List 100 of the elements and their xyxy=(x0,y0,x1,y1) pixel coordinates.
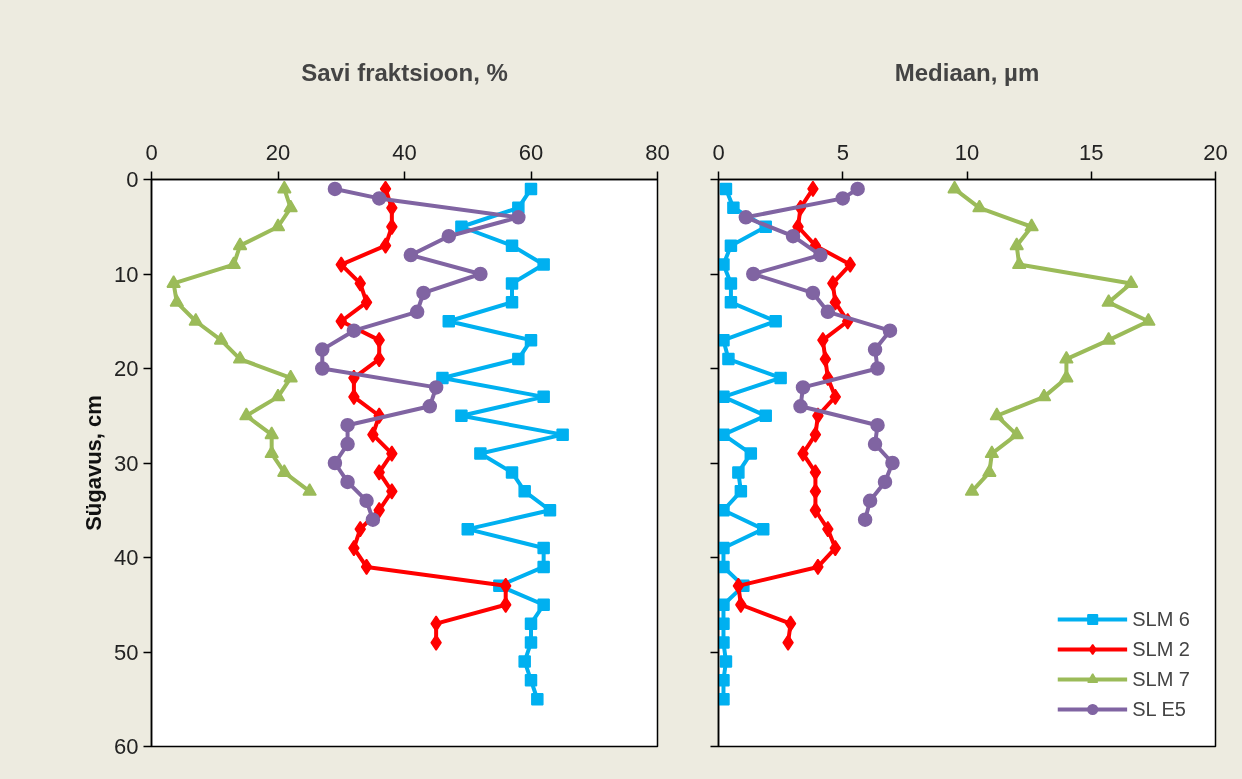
point xyxy=(499,596,512,613)
point xyxy=(416,285,431,301)
point xyxy=(759,409,772,422)
point xyxy=(499,577,512,595)
point xyxy=(867,436,883,452)
point xyxy=(718,504,730,517)
point xyxy=(524,617,538,630)
point xyxy=(719,182,733,196)
point xyxy=(531,693,544,706)
point xyxy=(512,352,525,366)
point xyxy=(359,493,374,509)
point xyxy=(850,181,865,197)
point xyxy=(782,634,794,651)
y-tick-label: 10 xyxy=(114,261,139,287)
chart-title: Mediaan, µm xyxy=(894,58,1040,86)
point xyxy=(982,464,997,477)
y-tick-label: 60 xyxy=(114,734,139,759)
x-tick-label: 15 xyxy=(1079,139,1104,165)
point xyxy=(813,247,828,263)
point xyxy=(718,636,730,649)
point xyxy=(718,428,730,441)
point xyxy=(537,598,550,611)
point xyxy=(430,615,442,632)
y-axis-title: Sügavus, cm xyxy=(81,395,107,531)
point xyxy=(867,342,883,357)
point xyxy=(340,436,355,452)
point xyxy=(386,445,398,462)
point xyxy=(756,522,770,536)
x-tick-label: 20 xyxy=(1203,139,1228,165)
point xyxy=(774,371,787,385)
point xyxy=(718,674,730,687)
point xyxy=(877,474,893,490)
point xyxy=(283,199,298,213)
point xyxy=(732,466,745,479)
point xyxy=(379,237,392,254)
point xyxy=(455,409,468,422)
x-tick-label: 10 xyxy=(954,139,980,165)
point xyxy=(441,228,457,244)
point xyxy=(270,388,286,402)
point xyxy=(732,577,745,595)
point xyxy=(461,522,474,536)
point xyxy=(738,210,754,225)
point xyxy=(718,617,730,630)
point xyxy=(232,237,248,251)
point xyxy=(1059,350,1074,364)
point xyxy=(1036,388,1052,402)
point xyxy=(827,275,839,292)
point xyxy=(166,275,181,288)
point xyxy=(795,380,811,395)
point xyxy=(302,483,317,496)
point xyxy=(373,502,385,519)
point xyxy=(379,180,392,198)
point xyxy=(543,504,557,517)
point xyxy=(989,407,1005,421)
y-tick-label: 30 xyxy=(114,450,139,476)
point xyxy=(340,417,355,433)
point xyxy=(327,455,343,471)
point xyxy=(327,181,343,197)
point xyxy=(277,180,292,194)
point xyxy=(805,285,821,301)
point xyxy=(524,333,538,347)
legend-label: SLM 7 xyxy=(1132,667,1190,691)
point xyxy=(718,598,730,611)
point xyxy=(809,483,822,500)
point xyxy=(277,464,292,477)
y-tick-label: 20 xyxy=(114,356,139,381)
point xyxy=(735,596,747,613)
point xyxy=(169,294,185,307)
point xyxy=(724,239,738,252)
point xyxy=(505,277,519,290)
point xyxy=(346,323,362,338)
point xyxy=(784,615,797,632)
point xyxy=(239,407,254,421)
point xyxy=(505,466,519,479)
point xyxy=(340,474,355,490)
point xyxy=(785,228,801,244)
point xyxy=(829,388,842,406)
legend-label: SLM 6 xyxy=(1132,607,1190,631)
point xyxy=(264,426,279,440)
point xyxy=(473,266,488,282)
point xyxy=(354,275,366,292)
point xyxy=(719,655,733,668)
x-tick-label: 80 xyxy=(645,139,670,165)
point xyxy=(373,464,385,481)
x-tick-label: 20 xyxy=(265,139,291,165)
point xyxy=(964,483,980,496)
point xyxy=(264,445,279,459)
point xyxy=(430,634,442,651)
point xyxy=(793,399,808,414)
point xyxy=(809,502,822,519)
point xyxy=(718,258,730,271)
point xyxy=(524,182,538,196)
point xyxy=(232,350,248,364)
point xyxy=(870,361,885,376)
point xyxy=(1009,426,1024,440)
point xyxy=(188,312,204,326)
point xyxy=(505,239,519,252)
y-tick-label: 40 xyxy=(114,545,139,570)
point xyxy=(524,674,538,687)
point xyxy=(718,333,730,347)
